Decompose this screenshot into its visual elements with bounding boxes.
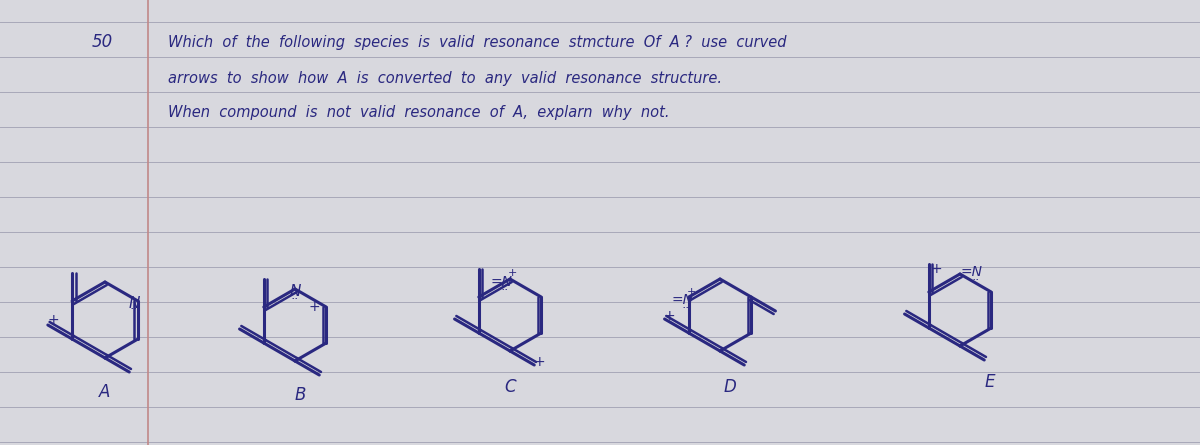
- Text: ··: ··: [502, 284, 509, 298]
- Text: B: B: [294, 386, 306, 404]
- Text: C: C: [504, 378, 516, 396]
- Text: =N: =N: [961, 265, 983, 279]
- Text: E: E: [985, 373, 995, 391]
- Text: =N: =N: [672, 293, 694, 307]
- Text: ··: ··: [130, 303, 138, 316]
- Text: arrows  to  show  how  A  is  converted  to  any  valid  resonance  structure.: arrows to show how A is converted to any…: [168, 70, 722, 85]
- Text: =N: =N: [491, 275, 514, 289]
- Text: +: +: [308, 300, 320, 314]
- Text: N: N: [289, 284, 301, 299]
- Text: ··: ··: [292, 294, 299, 307]
- Text: When  compound  is  not  valid  resonance  of  A,  explarn  why  not.: When compound is not valid resonance of …: [168, 105, 670, 121]
- Text: 50: 50: [91, 33, 113, 51]
- Text: +: +: [508, 268, 517, 278]
- Text: +: +: [664, 309, 676, 323]
- Text: +: +: [534, 355, 545, 369]
- Text: ··: ··: [972, 275, 980, 287]
- Text: ··: ··: [682, 303, 690, 316]
- Text: +: +: [931, 262, 943, 276]
- Text: D: D: [724, 378, 737, 396]
- Text: A: A: [100, 383, 110, 401]
- Text: N: N: [128, 295, 139, 311]
- Text: Which  of  the  following  species  is  valid  resonance  stmcture  Of  A ?  use: Which of the following species is valid …: [168, 35, 786, 49]
- Text: +: +: [48, 313, 60, 327]
- Text: +: +: [688, 287, 696, 297]
